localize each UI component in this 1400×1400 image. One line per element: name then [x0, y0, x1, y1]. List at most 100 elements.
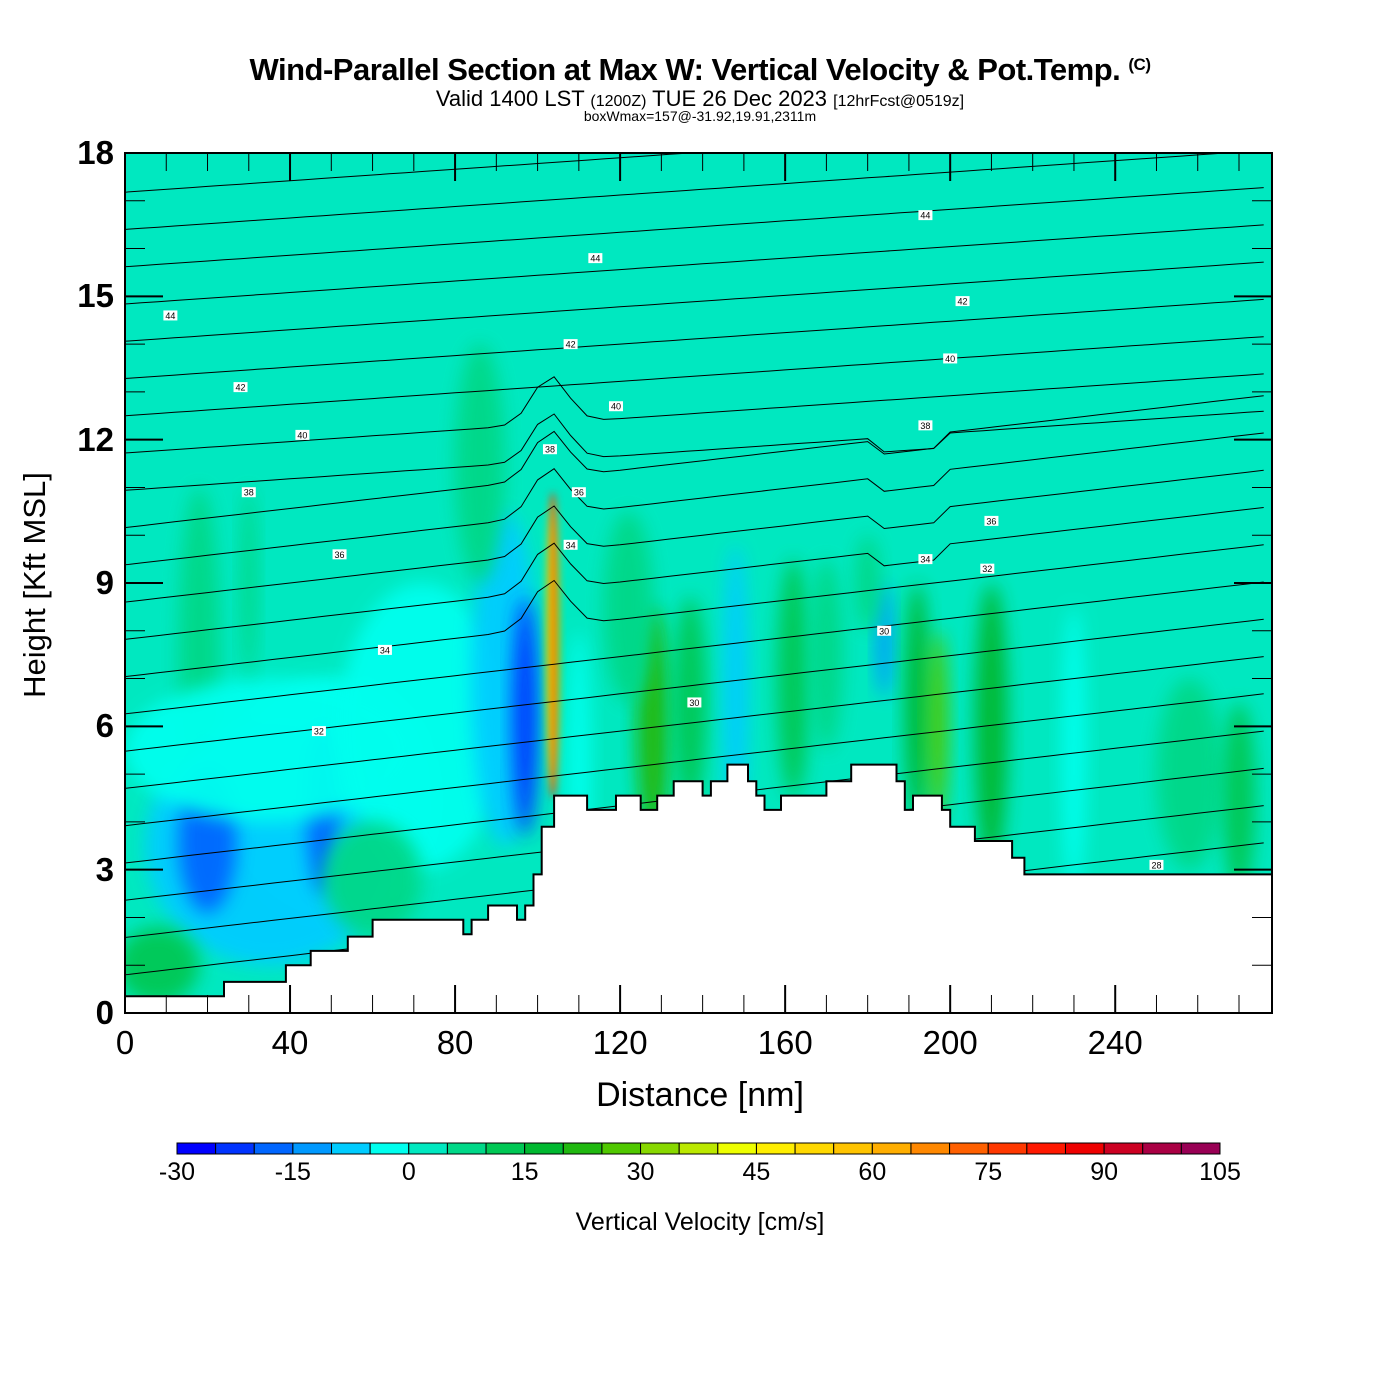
colorbar-swatch — [717, 1142, 757, 1155]
x-axis-label: Distance [nm] — [596, 1076, 804, 1114]
colorbar-swatch — [1103, 1142, 1144, 1155]
colorbar-tick-label: 90 — [1090, 1158, 1119, 1186]
contour-label: 44 — [920, 211, 930, 221]
contour-label-box — [1149, 859, 1164, 870]
colorbar-tick-label: 60 — [858, 1158, 887, 1186]
contour-label: 42 — [236, 383, 246, 393]
velocity-cell — [1061, 606, 1087, 894]
colorbar-swatch — [524, 1142, 564, 1155]
colorbar — [176, 1142, 1221, 1155]
contour-label-box — [563, 539, 578, 550]
contour-label-box — [563, 339, 578, 350]
colorbar-tick-label: 30 — [626, 1158, 655, 1186]
contour-label: 38 — [244, 488, 254, 498]
contour-label-box — [877, 625, 892, 636]
velocity-cell — [1222, 702, 1256, 894]
colorbar-swatch — [640, 1142, 680, 1155]
terrain — [124, 763, 1273, 1014]
contour-label: 40 — [297, 430, 307, 440]
colorbar-tick-label: 45 — [742, 1158, 771, 1186]
colorbar-swatch — [485, 1142, 526, 1155]
contour-label-box — [918, 210, 933, 221]
velocity-cell — [904, 583, 930, 822]
contour-label-box — [687, 697, 702, 708]
colorbar-swatch — [871, 1142, 912, 1155]
theta-contour-line — [125, 395, 1264, 529]
velocity-cell — [1156, 678, 1223, 870]
contour-label-box — [955, 296, 970, 307]
valid-utc: (1200Z) — [590, 93, 647, 110]
x-tick-label: 80 — [436, 1024, 474, 1061]
colorbar-tick-label: 15 — [510, 1158, 539, 1186]
contour-label-box — [311, 726, 326, 737]
contour-label: 30 — [689, 698, 699, 708]
contour-label-box — [233, 382, 248, 393]
colorbar-swatch — [755, 1142, 796, 1155]
y-axis-label: Height [Kft MSL] — [17, 472, 52, 698]
colorbar-swatch — [1142, 1142, 1182, 1155]
y-tick-label: 9 — [95, 564, 114, 601]
terrain-fill — [124, 763, 1273, 1014]
contour-label-box — [542, 444, 557, 455]
box-wmax-info: boxWmax=157@-31.92,19.91,2311m — [583, 108, 817, 124]
theta-contour-line — [125, 224, 1264, 305]
y-tick-label: 0 — [95, 994, 114, 1031]
contour-label: 34 — [920, 555, 930, 565]
y-tick-label: 12 — [77, 420, 114, 458]
colorbar-swatch — [1026, 1142, 1066, 1155]
colorbar-swatch — [949, 1142, 989, 1155]
x-tick-label: 40 — [271, 1024, 309, 1061]
theta-contour-line — [125, 261, 1264, 342]
axis-ticks — [124, 152, 1272, 1014]
theta-contour-line — [125, 469, 1264, 603]
theta-contour-line — [125, 410, 1264, 491]
contour-label-box — [377, 644, 392, 655]
theta-contour-line — [125, 693, 1264, 827]
contour-label: 36 — [574, 488, 584, 498]
colorbar-swatch — [331, 1142, 371, 1155]
contour-label-box — [980, 563, 995, 574]
colorbar-swatch — [833, 1142, 873, 1155]
y-tick-label: 18 — [77, 134, 114, 171]
colorbar-swatch — [794, 1142, 835, 1155]
x-tick-label: 240 — [1087, 1024, 1143, 1061]
contour-label-box — [588, 253, 603, 264]
contour-labels: 44 42 40 38 36 34 32 44 42 40 38 36 34 30 44 42 40 38 36 34… — [163, 210, 1164, 870]
contour-label: 32 — [314, 727, 324, 737]
theta-contour-line — [125, 153, 696, 193]
velocity-cell — [809, 559, 843, 751]
contour-label: 42 — [958, 297, 968, 307]
colorbar-swatch — [601, 1142, 642, 1155]
x-tick-label: 120 — [592, 1024, 648, 1061]
contour-label: 38 — [920, 421, 930, 431]
contour-label: 42 — [566, 340, 576, 350]
velocity-cell — [723, 544, 749, 832]
theta-contours — [125, 153, 1264, 976]
y-tick-label: 3 — [95, 850, 114, 888]
contour-label: 38 — [545, 445, 555, 455]
colorbar-swatch — [678, 1142, 719, 1155]
contour-label: 28 — [1151, 860, 1161, 870]
colorbar-title: Vertical Velocity [cm/s] — [575, 1208, 825, 1236]
contour-label: 44 — [165, 311, 175, 321]
contour-label-box — [918, 554, 933, 565]
contour-label-box — [241, 487, 256, 498]
contour-label-box — [608, 401, 623, 412]
colorbar-swatch — [369, 1142, 410, 1155]
theta-contour-line — [125, 336, 1264, 417]
contour-label: 40 — [945, 354, 955, 364]
colorbar-swatch — [253, 1142, 294, 1155]
contour-label: 36 — [335, 550, 345, 560]
contour-label-box — [918, 420, 933, 431]
colorbar-swatch — [292, 1142, 333, 1155]
theta-contour-line — [125, 187, 1264, 268]
x-tick-label: 0 — [115, 1024, 135, 1061]
contour-label: 40 — [611, 402, 621, 412]
colorbar-swatch — [1064, 1142, 1105, 1155]
theta-contour-line — [125, 507, 1264, 640]
theta-contour-line — [125, 298, 1264, 379]
colorbar-swatch — [1180, 1142, 1221, 1155]
x-tick-label: 160 — [757, 1024, 813, 1061]
contour-label: 36 — [986, 516, 996, 526]
